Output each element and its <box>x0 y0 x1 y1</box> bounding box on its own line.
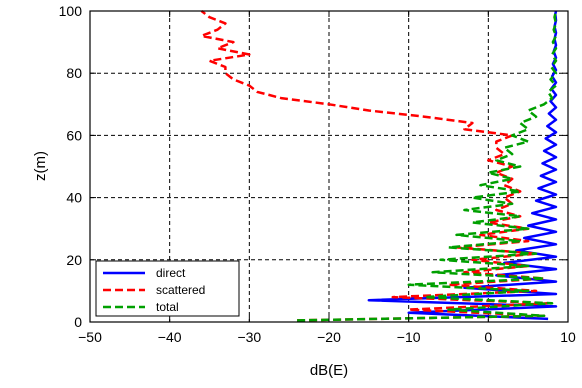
y-tick-label: 80 <box>66 65 82 81</box>
x-tick-label: 10 <box>560 329 576 345</box>
legend: direct scattered total <box>95 260 240 317</box>
series-total <box>297 10 558 322</box>
x-tick-label: −10 <box>397 329 421 345</box>
grid-lines <box>90 11 568 322</box>
y-tick-label: 0 <box>74 314 82 330</box>
legend-label-scattered: scattered <box>156 283 205 297</box>
legend-label-direct: direct <box>156 266 186 280</box>
x-axis-label: dB(E) <box>310 362 348 379</box>
x-tick-label: −40 <box>158 329 182 345</box>
x-tick-label: −20 <box>317 329 341 345</box>
axis-ticks <box>89 10 569 323</box>
x-tick-label: 0 <box>484 329 492 345</box>
series-layer <box>200 10 558 322</box>
y-tick-label: 40 <box>66 190 82 206</box>
x-tick-label: −50 <box>78 329 102 345</box>
y-tick-label: 60 <box>66 127 82 143</box>
series-scattered <box>200 10 550 322</box>
legend-label-total: total <box>156 300 179 314</box>
y-tick-label: 100 <box>59 3 83 19</box>
y-axis-label: z(m) <box>32 151 49 181</box>
x-tick-label: −30 <box>237 329 261 345</box>
y-tick-label: 20 <box>66 252 82 268</box>
